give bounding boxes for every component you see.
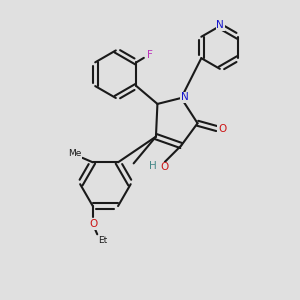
Text: Et: Et [99,236,108,245]
Text: F: F [147,50,153,60]
Text: O: O [160,162,168,172]
Text: N: N [181,92,189,102]
Text: O: O [89,219,98,229]
Text: Me: Me [68,149,81,158]
Text: O: O [218,124,226,134]
Text: H: H [148,161,156,171]
Text: N: N [216,20,224,31]
